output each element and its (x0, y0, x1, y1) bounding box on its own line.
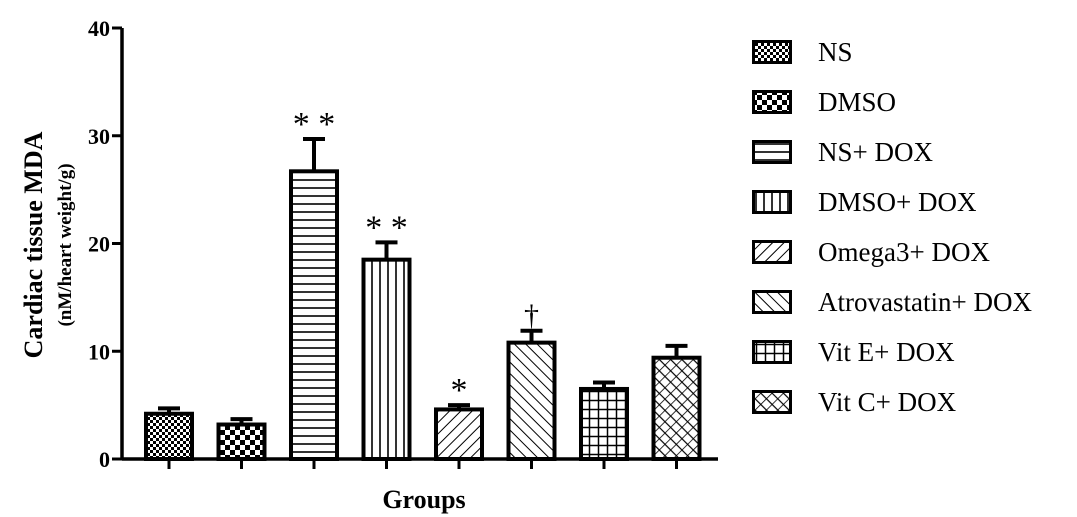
bar (144, 411, 194, 461)
legend-item: Atrovastatin+ DOX (752, 286, 1072, 336)
legend-label: Vit E+ DOX (818, 337, 955, 367)
legend-label: Atrovastatin+ DOX (818, 287, 1032, 317)
significance-label: * * (293, 106, 336, 143)
legend-item: NS+ DOX (752, 136, 1072, 186)
legend-swatch (752, 90, 792, 114)
y-tick-label: 0 (99, 447, 110, 472)
bar (216, 422, 267, 461)
y-tick-label: 20 (88, 232, 110, 257)
y-tick-label: 40 (88, 16, 110, 41)
legend-item: Vit E+ DOX (752, 336, 1072, 386)
bar (361, 257, 412, 461)
legend-swatch (752, 240, 792, 264)
bar (434, 407, 484, 461)
legend: NS DMSO NS+ DOX DMSO+ DOX Omega3+ DOX Atrovas… (752, 36, 1072, 436)
y-axis-units-label: (nM/heart weight/g) (55, 163, 76, 326)
y-tick-label: 10 (88, 339, 110, 364)
legend-item: Vit C+ DOX (752, 386, 1072, 436)
significance-label: † (524, 299, 539, 332)
legend-item: Omega3+ DOX (752, 236, 1072, 286)
legend-swatch (752, 390, 792, 414)
legend-swatch (752, 40, 792, 64)
legend-label: Omega3+ DOX (818, 237, 990, 267)
legend-label: NS+ DOX (818, 137, 933, 167)
legend-swatch (752, 190, 792, 214)
legend-label: NS (818, 37, 853, 67)
legend-label: Vit C+ DOX (818, 387, 957, 417)
y-axis-label: Cardiac tissue MDA (19, 131, 48, 358)
legend-label: DMSO (818, 87, 897, 117)
mda-bar-chart: Cardiac tissue MDA (nM/heart weight/g) G… (19, 16, 718, 514)
bar (651, 355, 702, 461)
x-axis-label: Groups (382, 485, 465, 514)
legend-swatch (752, 140, 792, 164)
legend-item: DMSO (752, 86, 1072, 136)
bar (579, 386, 629, 461)
bar (289, 169, 339, 461)
significance-label: * * (365, 209, 408, 246)
legend-item: DMSO+ DOX (752, 186, 1072, 236)
legend-swatch (752, 290, 792, 314)
legend-label: DMSO+ DOX (818, 187, 977, 217)
significance-label: * (451, 372, 468, 409)
legend-item: NS (752, 36, 1072, 86)
legend-swatch (752, 340, 792, 364)
bar (506, 340, 557, 462)
y-tick-label: 30 (88, 124, 110, 149)
